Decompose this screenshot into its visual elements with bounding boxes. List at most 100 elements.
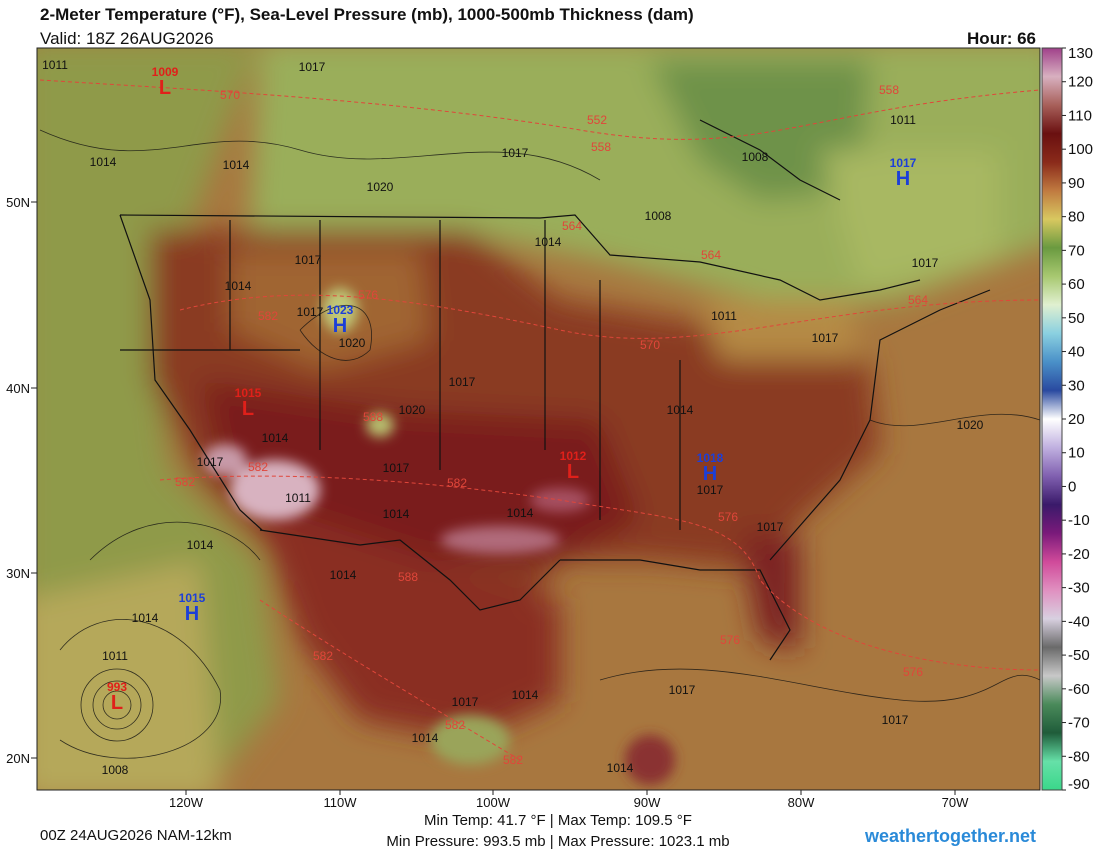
thickness-label: 582 — [248, 460, 268, 474]
center-value: 1017 — [890, 156, 917, 170]
center-symbol: L — [242, 398, 254, 420]
forecast-hour: Hour: 66 — [967, 29, 1036, 48]
colorbar-label: -40 — [1068, 613, 1090, 630]
isobar-label: 1020 — [339, 336, 366, 350]
colorbar-label: 90 — [1068, 175, 1085, 192]
thickness-label: 564 — [701, 248, 721, 262]
colorbar-label: -90 — [1068, 776, 1090, 793]
isobar-label: 1011 — [102, 649, 128, 663]
center-symbol: L — [159, 77, 171, 99]
isobar-label: 1020 — [367, 180, 394, 194]
colorbar-label: 10 — [1068, 445, 1085, 462]
isobar-label: 1014 — [132, 611, 159, 625]
isobar-label: 1017 — [812, 331, 839, 345]
colorbar-label: 110 — [1068, 107, 1092, 124]
colorbar-label: 40 — [1068, 344, 1085, 361]
isobar-label: 1014 — [412, 731, 439, 745]
thickness-label: 558 — [591, 140, 611, 154]
isobar-label: 1008 — [742, 150, 769, 164]
center-symbol: H — [896, 168, 910, 190]
colorbar-label: -30 — [1068, 580, 1090, 597]
isobars — [39, 129, 1040, 759]
map-frame — [36, 47, 1041, 791]
thickness-label: 552 — [587, 113, 607, 127]
isobar-label: 1014 — [667, 403, 694, 417]
isobar-label: 1014 — [90, 155, 117, 169]
isobar-label: 1014 — [262, 431, 289, 445]
thickness-label: 582 — [313, 649, 333, 663]
colorbar-label: -10 — [1068, 512, 1090, 529]
center-value: 1023 — [327, 303, 354, 317]
lat-label: 50N — [6, 195, 30, 210]
thickness-label: 588 — [398, 570, 418, 584]
isobar-label: 1011 — [285, 491, 311, 505]
isobar-label: 1014 — [512, 688, 539, 702]
lon-label: 80W — [788, 795, 815, 810]
isobar-label: 1020 — [957, 418, 984, 432]
colorbar-label: 0 — [1068, 478, 1076, 495]
center-symbol: L — [111, 692, 123, 714]
model-run: 00Z 24AUG2026 NAM-12km — [40, 827, 232, 844]
isobar-label: 1011 — [42, 58, 68, 72]
center-value: 1015 — [179, 591, 206, 605]
center-symbol: L — [567, 461, 579, 483]
center-value: 1012 — [560, 449, 587, 463]
valid-time: Valid: 18Z 26AUG2026 — [40, 29, 214, 48]
lon-label: 120W — [169, 795, 204, 810]
temperature-field — [37, 48, 1040, 790]
lon-label: 110W — [324, 795, 358, 810]
lon-label: 70W — [942, 795, 969, 810]
center-value: 1015 — [235, 386, 262, 400]
colorbar-label: -70 — [1068, 715, 1090, 732]
borders — [119, 119, 991, 661]
isobar-label: 1014 — [223, 158, 250, 172]
isobar-label: 1008 — [102, 763, 129, 777]
lat-label: 40N — [6, 381, 30, 396]
colorbar-label: 80 — [1068, 209, 1085, 226]
isobar-label: 1017 — [912, 256, 939, 270]
thickness-label: 576 — [358, 288, 378, 302]
colorbar-label: 100 — [1068, 141, 1093, 158]
thickness-label: 582 — [447, 476, 467, 490]
colorbar-label: -80 — [1068, 748, 1090, 765]
colorbar-label: 20 — [1068, 411, 1085, 428]
thickness-label: 570 — [640, 338, 660, 352]
isobar-label: 1017 — [383, 461, 410, 475]
colorbar-fill — [1041, 47, 1063, 791]
thickness-label: 576 — [718, 510, 738, 524]
isobar-label: 1014 — [535, 235, 562, 249]
center-value: 1018 — [697, 451, 724, 465]
colorbar-label: 120 — [1068, 74, 1093, 91]
isobar-label: 1017 — [295, 253, 322, 267]
pressure-extremes: Min Pressure: 993.5 mb | Max Pressure: 1… — [386, 833, 729, 850]
thickness-label: 570 — [220, 88, 240, 102]
colorbar-label: -20 — [1068, 546, 1090, 563]
isobar-label: 1014 — [507, 506, 534, 520]
thickness-label: 582 — [445, 718, 465, 732]
thickness-label: 564 — [562, 219, 582, 233]
isobar-label: 1011 — [890, 113, 916, 127]
isobar-label: 1017 — [882, 713, 909, 727]
colorbar-label: 50 — [1068, 310, 1085, 327]
thickness-label: 588 — [363, 410, 383, 424]
isobar-label: 1017 — [757, 520, 784, 534]
isobar-label: 1017 — [297, 305, 324, 319]
colorbar: 1301201101009080706050403020100-10-20-30… — [1041, 45, 1093, 793]
site-link[interactable]: weathertogether.net — [864, 826, 1036, 846]
lon-label: 100W — [476, 795, 511, 810]
center-value: 1009 — [152, 65, 179, 79]
thickness-lines — [39, 79, 1040, 761]
lat-label: 20N — [6, 751, 30, 766]
isobar-label: 1017 — [502, 146, 529, 160]
colorbar-label: -60 — [1068, 681, 1090, 698]
lat-label: 30N — [6, 566, 30, 581]
isobar-label: 1017 — [449, 375, 476, 389]
isobar-label: 1014 — [383, 507, 410, 521]
isobar-label: 1014 — [187, 538, 214, 552]
colorbar-label: 130 — [1068, 45, 1093, 62]
map-labels: 50N 40N 30N 20N 120W 110W 100W 90W 80W 70W 1011 101… — [6, 58, 984, 810]
center-symbol: H — [333, 315, 347, 337]
isobar-label: 1008 — [645, 209, 672, 223]
isobar-label: 1014 — [330, 568, 357, 582]
thickness-label: 582 — [258, 309, 278, 323]
